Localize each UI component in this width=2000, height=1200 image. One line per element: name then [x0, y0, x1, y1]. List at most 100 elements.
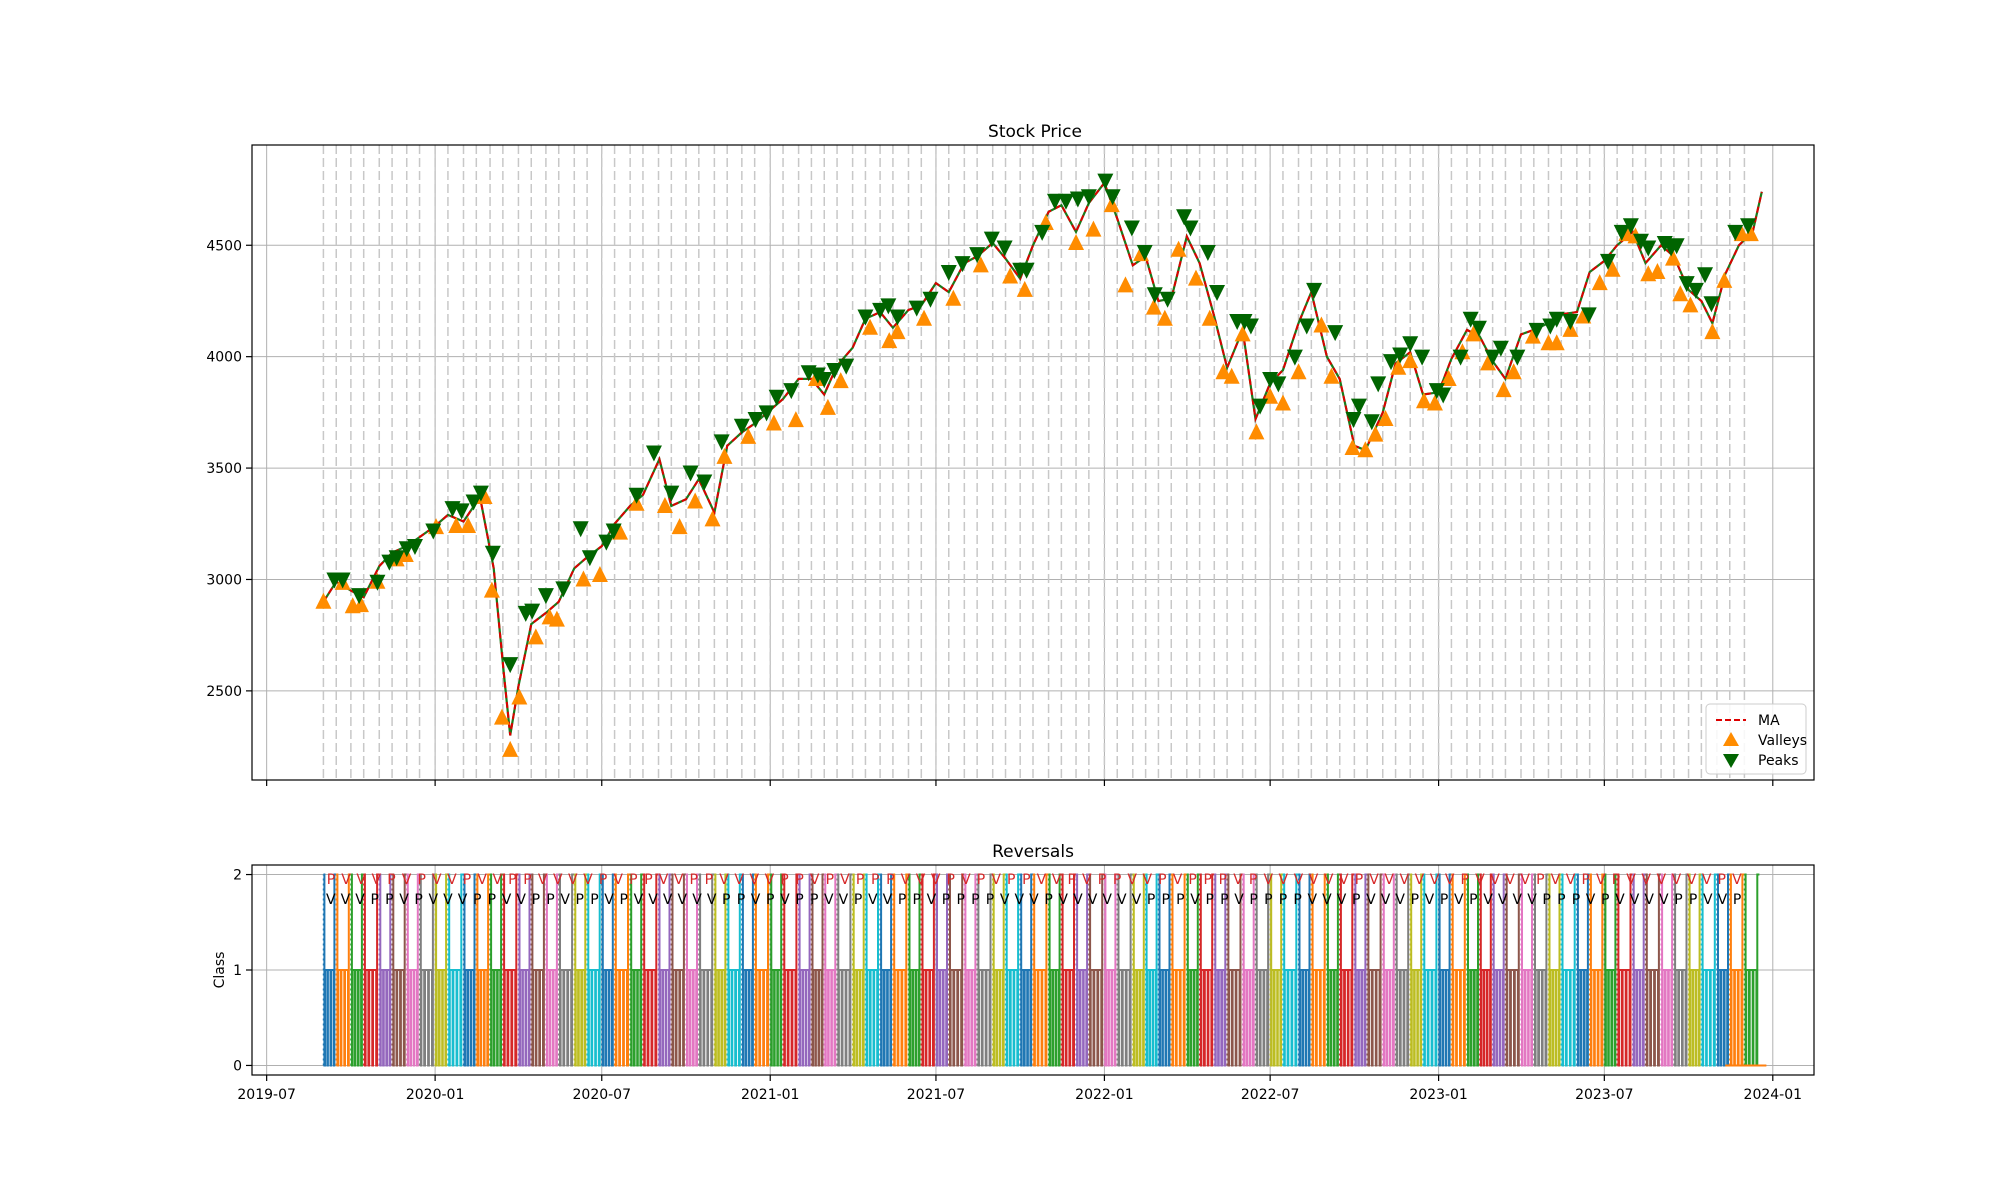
reversal-label-top: V: [1596, 872, 1606, 888]
class-segment: [1020, 873, 1033, 1067]
reversal-label-top: V: [492, 872, 502, 888]
valley-marker: [1085, 220, 1102, 237]
class-segment: [502, 873, 519, 1067]
reversal-label-top: V: [1656, 872, 1666, 888]
reversal-label-top: P: [1113, 872, 1121, 888]
class-segment: [1505, 873, 1521, 1067]
class-segment: [685, 873, 699, 1067]
reversal-label-top: P: [327, 872, 335, 888]
valley-marker: [740, 427, 757, 444]
reversal-label-bottom: P: [1572, 892, 1580, 908]
class-segment: [1158, 873, 1172, 1067]
peak-marker: [1484, 349, 1501, 366]
y-tick-label: 3500: [206, 461, 242, 477]
reversal-label-bottom: P: [620, 892, 628, 908]
x-tick-label: 2022-07: [1241, 1087, 1300, 1103]
reversal-label-top: V: [1430, 872, 1440, 888]
stock-price-frame: [251, 144, 1815, 781]
class-segment: [1005, 873, 1021, 1067]
peak-marker: [1656, 236, 1673, 253]
class-segment: [558, 873, 575, 1067]
reversal-label-bottom: V: [634, 892, 644, 908]
class-segment: [1255, 873, 1271, 1067]
peak-marker: [783, 383, 800, 400]
reversal-label-bottom: P: [1440, 892, 1448, 908]
reversal-label-bottom: V: [1029, 892, 1039, 908]
reversal-label-top: V: [1279, 872, 1289, 888]
valley-marker: [916, 309, 933, 326]
valley-marker: [1716, 271, 1733, 288]
peak-marker: [1640, 240, 1657, 257]
class-segment: [1395, 873, 1411, 1067]
reversal-label-bottom: V: [1513, 892, 1523, 908]
reversal-label-top: P: [977, 872, 985, 888]
reversal-label-bottom: V: [604, 892, 614, 908]
legend-label: Valleys: [1758, 733, 1807, 749]
class-segment: [880, 873, 893, 1067]
valley-marker: [787, 411, 804, 428]
reversal-label-bottom: P: [898, 892, 906, 908]
valley-marker: [1357, 441, 1374, 458]
valley-marker: [1604, 260, 1621, 277]
class-segment: [1479, 873, 1493, 1067]
valley-marker: [832, 372, 849, 389]
peak-marker: [581, 550, 598, 567]
reversal-label-bottom: P: [1733, 892, 1741, 908]
stock-price-title: Stock Price: [988, 122, 1082, 142]
reversal-label-bottom: V: [1425, 892, 1435, 908]
class-segment: [1451, 873, 1467, 1067]
class-segment: [1145, 873, 1159, 1067]
reversal-label-bottom: P: [795, 892, 803, 908]
class-segment: [1311, 873, 1327, 1067]
x-tick-label: 2023-07: [1575, 1087, 1634, 1103]
peak-marker: [1298, 318, 1315, 335]
valley-marker: [493, 708, 510, 725]
reversal-label-bottom: P: [370, 892, 378, 908]
reversal-label-bottom: V: [560, 892, 570, 908]
class-segment: [798, 873, 812, 1067]
peak-marker: [1209, 285, 1226, 302]
peak-marker: [1370, 376, 1387, 393]
class-segment: [1604, 873, 1618, 1067]
reversal-label-bottom: V: [1132, 892, 1142, 908]
valley-marker: [1215, 363, 1232, 380]
reversal-label-top: V: [341, 872, 351, 888]
peak-marker: [1668, 238, 1685, 255]
valley-marker: [460, 517, 477, 533]
reversal-label-top: V: [1490, 872, 1500, 888]
reversal-label-bottom: P: [1542, 892, 1550, 908]
reversal-label-top: V: [1143, 872, 1153, 888]
stock-price-x-ticks: [266, 780, 1774, 786]
valley-marker: [1344, 439, 1361, 456]
class-segment: [783, 873, 799, 1067]
reversal-label-bottom: V: [341, 892, 351, 908]
reversal-label-bottom: P: [986, 892, 994, 908]
peak-marker: [1548, 311, 1565, 328]
class-segment: [698, 873, 715, 1067]
reversal-label-bottom: V: [868, 892, 878, 908]
peak-marker: [465, 494, 482, 511]
y-tick-label: 3000: [206, 572, 242, 588]
reversal-label-bottom: V: [1483, 892, 1493, 908]
peak-marker: [1402, 336, 1419, 353]
class-segment: [1645, 873, 1662, 1067]
class-segment: [671, 873, 686, 1067]
reversal-label-top: V: [734, 872, 744, 888]
reversal-label-bottom: P: [854, 892, 862, 908]
reversal-label-bottom: P: [1264, 892, 1272, 908]
reversal-label-bottom: P: [971, 892, 979, 908]
reversal-label-bottom: V: [824, 892, 834, 908]
class-segment: [1744, 873, 1760, 1067]
class-segment: [948, 873, 965, 1067]
reversal-label-bottom: V: [1630, 892, 1640, 908]
valley-marker: [575, 570, 592, 587]
reversal-label-top: V: [916, 872, 926, 888]
reversal-label-top: V: [1672, 872, 1682, 888]
reversal-label-bottom: V: [1073, 892, 1083, 908]
reversal-label-bottom: V: [1718, 892, 1728, 908]
reversal-label-bottom: P: [1411, 892, 1419, 908]
class-segment: [1227, 873, 1243, 1067]
peak-marker: [1727, 224, 1744, 241]
reversal-label-top: V: [1732, 872, 1742, 888]
